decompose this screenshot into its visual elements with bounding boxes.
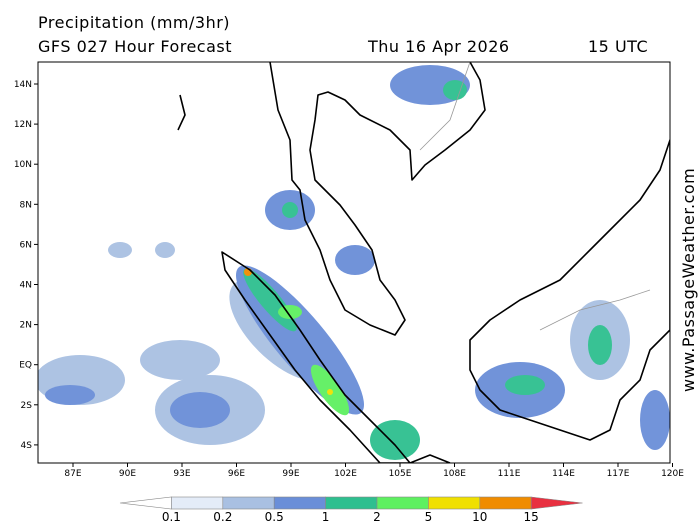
lon-label: 102E	[334, 469, 357, 479]
colorbar-arrow	[119, 496, 172, 510]
lat-label: 10N	[14, 160, 32, 170]
colorbar-label: 2	[373, 510, 381, 524]
lat-label: 14N	[14, 80, 32, 90]
lon-label: 96E	[228, 469, 245, 479]
lon-label: 108E	[443, 469, 466, 479]
colorbar-segment	[376, 496, 429, 510]
axis-ticks: 14N 12N 10N 8N 6N 4N 2N EQ 2S 4S 87E 90E 93E 96E 99E 10…	[14, 80, 684, 479]
map-frame	[37, 61, 671, 464]
colorbar-label: 15	[524, 510, 539, 524]
watermark: www.PassageWeather.com	[679, 168, 698, 392]
lon-label: 90E	[119, 469, 136, 479]
map-area	[38, 62, 670, 463]
colorbar-segment	[428, 496, 481, 510]
lon-label: 93E	[173, 469, 190, 479]
colorbar-segment	[325, 496, 378, 510]
lat-label: 4S	[21, 441, 33, 451]
lat-label: 12N	[14, 120, 32, 130]
colorbar-segment	[222, 496, 275, 510]
model: GFS 027 Hour Forecast	[38, 37, 232, 56]
coastlines	[177, 62, 670, 463]
colorbar-label: 0.1	[162, 510, 181, 524]
lat-label: 6N	[20, 240, 32, 250]
colorbar-arrow	[530, 496, 583, 510]
lat-label: 4N	[20, 281, 32, 291]
lon-label: 117E	[607, 469, 630, 479]
colorbar: 0.1 0.2 0.5 1 2 5 10 15	[119, 496, 583, 524]
lon-label: 87E	[64, 469, 81, 479]
time: 15 UTC	[588, 37, 648, 56]
colorbar-label: 10	[472, 510, 487, 524]
lat-label: 2S	[21, 401, 33, 411]
lon-label: 105E	[389, 469, 412, 479]
lon-label: 114E	[552, 469, 575, 479]
precipitation	[38, 65, 670, 460]
colorbar-label: 5	[425, 510, 433, 524]
colorbar-label: 0.5	[265, 510, 284, 524]
colorbar-segment	[273, 496, 326, 510]
lon-label: 111E	[498, 469, 521, 479]
colorbar-segment	[479, 496, 532, 510]
date: Thu 16 Apr 2026	[367, 37, 510, 56]
lat-label: 8N	[20, 200, 32, 210]
lon-label: 99E	[282, 469, 299, 479]
lat-label: 2N	[20, 321, 32, 331]
colorbar-label: 0.2	[213, 510, 232, 524]
lat-label: EQ	[19, 361, 32, 371]
colorbar-segment	[171, 496, 224, 510]
colorbar-label: 1	[322, 510, 330, 524]
lon-label: 120E	[661, 469, 684, 479]
title: Precipitation (mm/3hr)	[38, 13, 230, 32]
